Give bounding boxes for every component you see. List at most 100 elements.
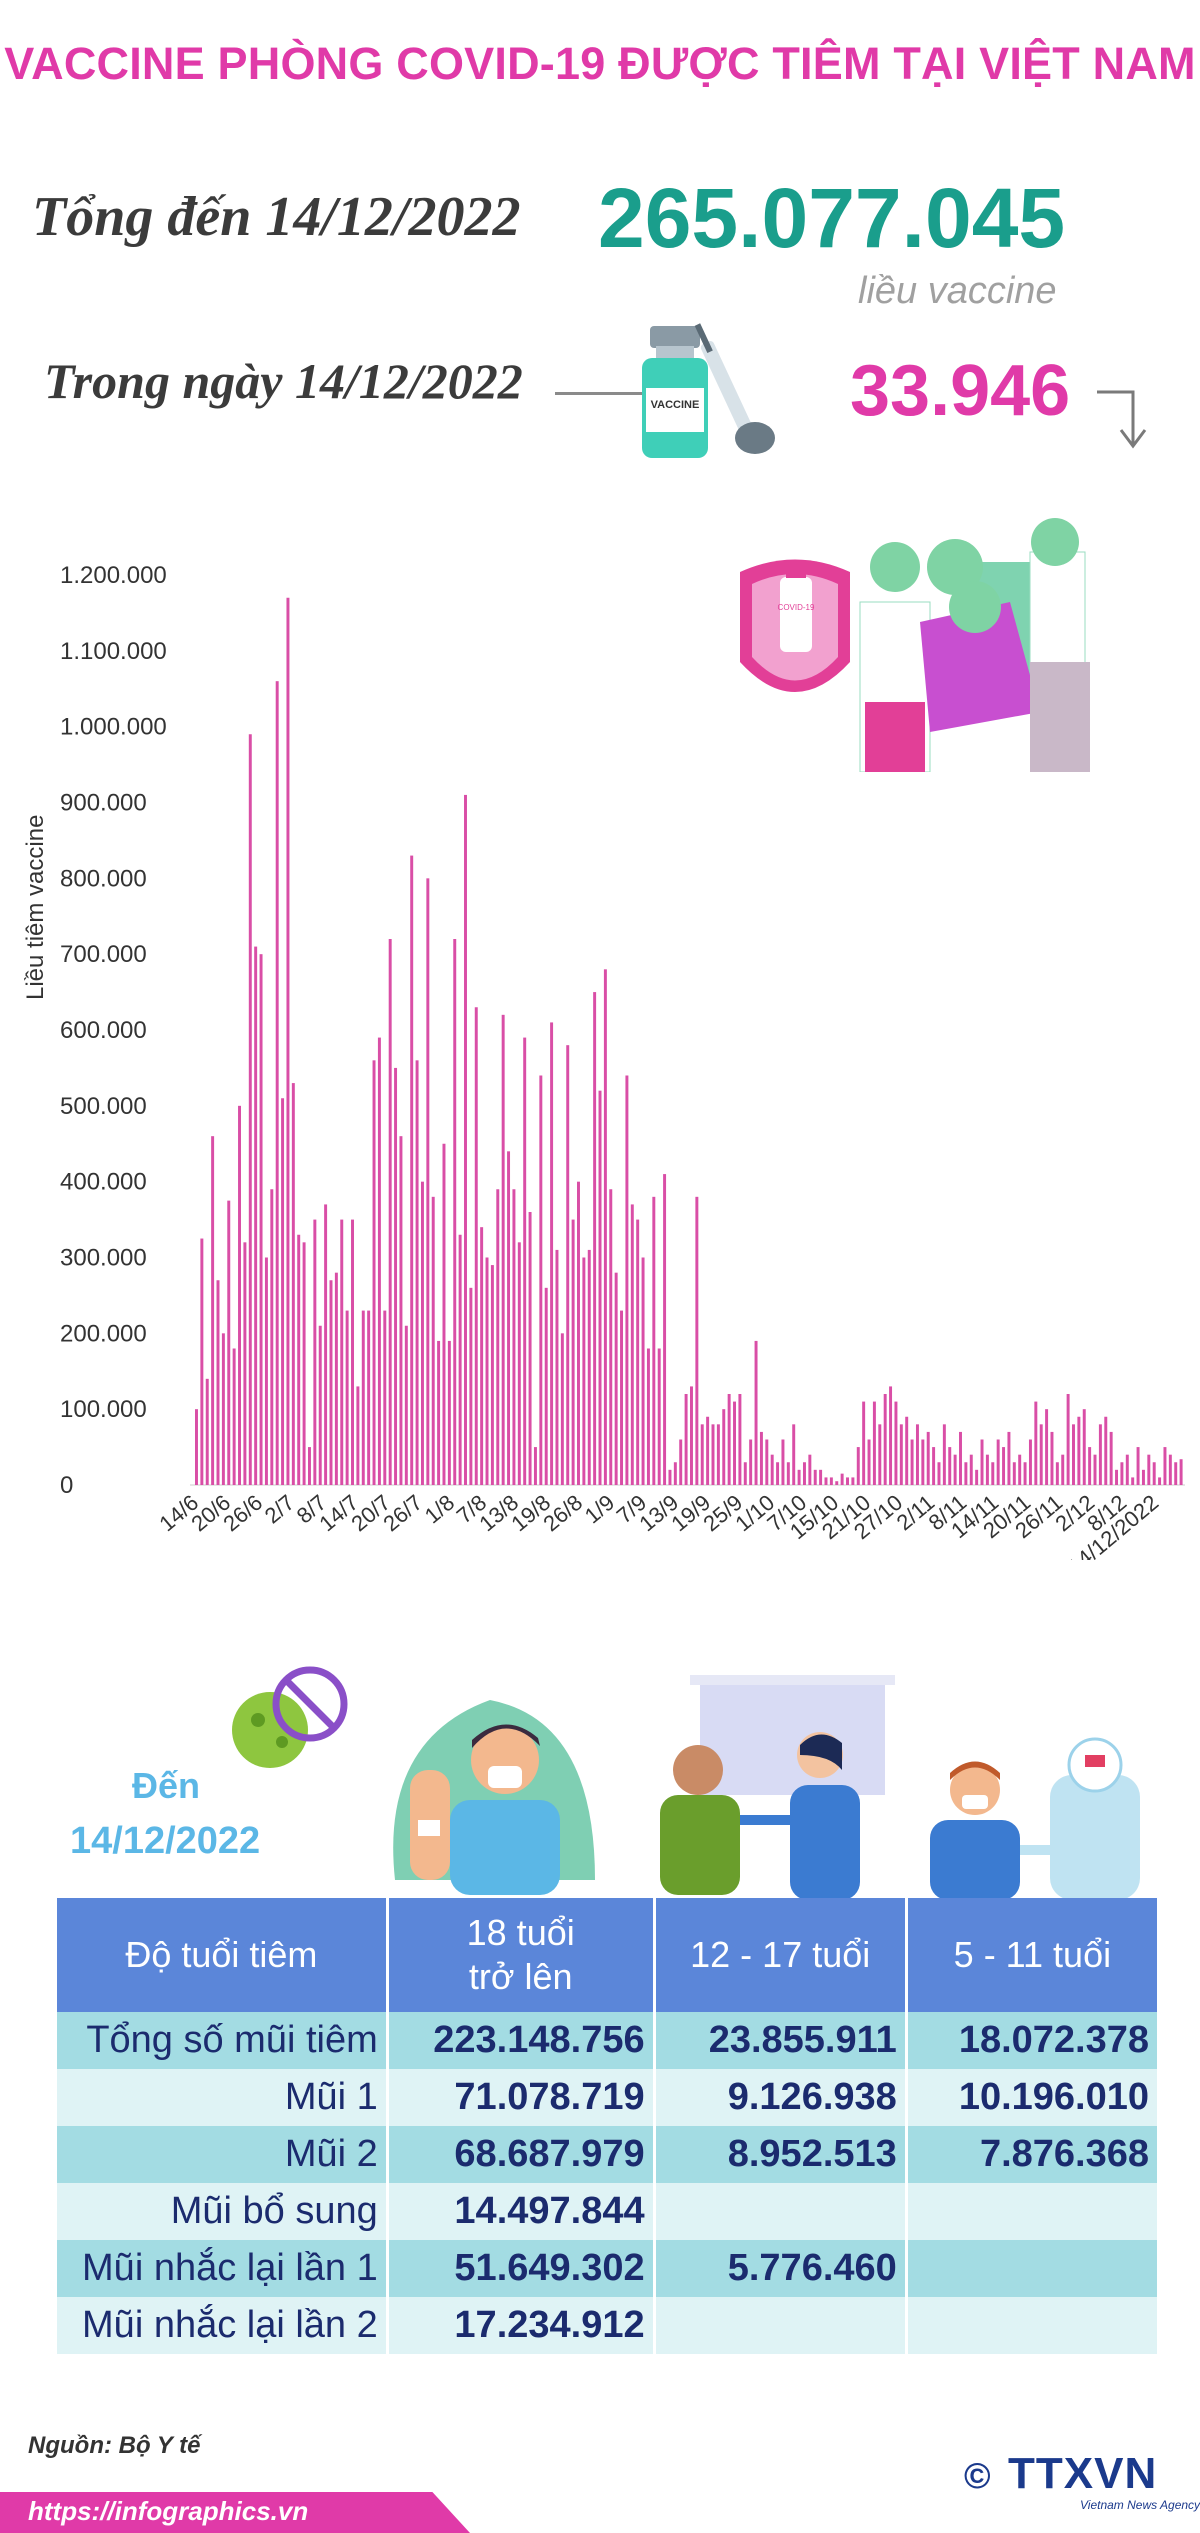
date-prefix-label: Đến [132,1765,201,1806]
chart-bar [781,1439,785,1485]
page-title: VACCINE PHÒNG COVID-19 ĐƯỢC TIÊM TẠI VIỆ… [4,38,1196,89]
chart-bar [501,1014,505,1485]
cell-adult: 51.649.302 [388,2240,653,2297]
chart-bar [996,1439,1000,1485]
copyright-icon: © [964,2455,991,2496]
cell-adult: 68.687.979 [388,2126,653,2183]
chart-bar [598,1090,602,1485]
y-tick-label: 900.000 [60,790,147,817]
chart-bar [1168,1454,1172,1485]
cell-child [907,2240,1157,2297]
footer-url-link[interactable]: https://infographics.vn [28,2496,309,2526]
y-tick-label: 0 [60,1472,73,1499]
chart-bar [426,878,430,1485]
chart-bar [281,1098,285,1485]
chart-bar [862,1401,866,1485]
chart-bar [926,1431,930,1485]
chart-bar [959,1431,962,1485]
ttxvn-logo-subtitle: Vietnam News Agency [1080,2498,1200,2512]
chart-bar [889,1386,893,1485]
chart-bar [797,1469,801,1485]
chart-bar [345,1310,349,1485]
y-tick-label: 100.000 [60,1396,147,1423]
table-header-row: Độ tuổi tiêm 18 tuổi trở lên 12 - 17 tuổ… [57,1898,1157,2012]
chart-bar [840,1473,844,1486]
chart-bar [259,954,263,1485]
chart-bar [453,939,457,1485]
chart-bar [523,1037,527,1485]
chart-bar [490,1265,494,1485]
chart-bar [749,1439,753,1485]
chart-bar [517,1242,521,1485]
chart-bar [969,1454,973,1485]
chart-bar [1098,1424,1102,1485]
chart-bar [577,1181,580,1485]
chart-bar [318,1325,322,1485]
chart-bar [711,1424,715,1485]
chart-bar [566,1045,570,1485]
chart-bar [829,1477,833,1485]
chart-bar [948,1447,952,1485]
y-tick-label: 1.200.000 [60,562,167,589]
chart-bar [894,1401,898,1485]
chart-bar [1028,1439,1032,1485]
y-tick-label: 400.000 [60,1169,147,1196]
chart-bar [690,1386,693,1485]
chart-bar [507,1151,511,1485]
child-vaccinating-illustration [930,1737,1140,1900]
chart-bar [313,1219,317,1485]
row-label: Mũi nhắc lại lần 1 [57,2240,386,2297]
chart-bar [372,1060,376,1485]
chart-bar [1109,1431,1113,1485]
chart-bar [657,1348,661,1485]
chart-bar [706,1416,710,1485]
chart-bar [846,1477,849,1485]
cell-child [907,2297,1157,2354]
chart-bar [625,1075,629,1485]
chart-bar [221,1333,225,1485]
chart-bar [1007,1431,1011,1485]
chart-bar [910,1439,914,1485]
header-child: 5 - 11 tuổi [907,1898,1157,2012]
cell-teen: 23.855.911 [655,2012,905,2069]
chart-bar [297,1234,301,1485]
chart-bar [716,1424,720,1485]
chart-bar [770,1454,774,1485]
y-tick-label: 1.100.000 [60,638,167,665]
chart-bar [603,969,607,1485]
chart-bar [377,1037,381,1485]
date-value-label: 14/12/2022 [70,1820,261,1862]
chart-bar [587,1249,591,1485]
chart-bar [663,1174,667,1485]
chart-bar [334,1272,338,1485]
chart-bar [383,1310,387,1485]
source-note: Nguồn: Bộ Y tế [28,2432,201,2459]
chart-bar [232,1348,236,1485]
chart-bar [1077,1416,1081,1485]
chart-bar [899,1424,903,1485]
chart-bar [754,1340,758,1485]
table-row: Tổng số mũi tiêm 223.148.756 23.855.911 … [57,2012,1157,2069]
row-label: Mũi 2 [57,2126,386,2183]
header-adult-line2: trở lên [468,1956,573,1997]
chart-bar [1066,1394,1070,1485]
y-tick-label: 700.000 [60,941,147,968]
total-value: 265.077.045 [598,171,1066,265]
chart-bar [582,1257,586,1485]
chart-bar [1055,1462,1059,1485]
chart-bar [856,1447,860,1485]
chart-bar [609,1189,613,1485]
chart-bar [275,681,279,1485]
chart-bar [1131,1477,1135,1485]
chart-bar [620,1310,624,1485]
virus-crossed-illustration [232,1666,348,1768]
chart-bar [550,1022,554,1485]
chart-bar [1104,1416,1108,1485]
chart-bar [367,1310,371,1485]
y-tick-label: 200.000 [60,1320,147,1347]
header-adult-line1: 18 tuổi [466,1912,575,1953]
chart-bar [1115,1469,1119,1485]
table-row: Mũi 2 68.687.979 8.952.513 7.876.368 [57,2126,1157,2183]
chart-bar [307,1447,311,1485]
chart-bar [474,1007,478,1485]
